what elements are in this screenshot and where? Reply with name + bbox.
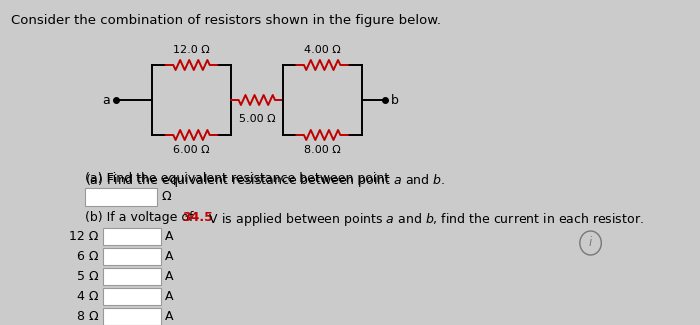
FancyBboxPatch shape xyxy=(85,188,157,206)
Text: 8 Ω: 8 Ω xyxy=(77,310,99,323)
Text: 8.00 Ω: 8.00 Ω xyxy=(304,145,340,155)
Text: V is applied between points $a$ and $b$, find the current in each resistor.: V is applied between points $a$ and $b$,… xyxy=(204,211,643,228)
Text: 34.5: 34.5 xyxy=(183,211,214,224)
Text: (a) Find the equivalent resistance between point: (a) Find the equivalent resistance betwe… xyxy=(85,172,393,185)
FancyBboxPatch shape xyxy=(103,248,161,265)
FancyBboxPatch shape xyxy=(103,288,161,305)
Text: 12.0 Ω: 12.0 Ω xyxy=(173,45,210,55)
Text: a: a xyxy=(102,94,110,107)
Text: A: A xyxy=(164,270,173,283)
FancyBboxPatch shape xyxy=(103,268,161,285)
Text: 6.00 Ω: 6.00 Ω xyxy=(173,145,210,155)
Text: 5.00 Ω: 5.00 Ω xyxy=(239,114,275,124)
Text: 4 Ω: 4 Ω xyxy=(77,290,99,303)
Text: A: A xyxy=(164,290,173,303)
Text: Ω: Ω xyxy=(161,190,171,203)
Text: (b) If a voltage of: (b) If a voltage of xyxy=(85,211,197,224)
Text: 5 Ω: 5 Ω xyxy=(77,270,99,283)
Text: 4.00 Ω: 4.00 Ω xyxy=(304,45,340,55)
FancyBboxPatch shape xyxy=(103,308,161,325)
Text: A: A xyxy=(164,230,173,243)
FancyBboxPatch shape xyxy=(103,228,161,245)
Text: A: A xyxy=(164,250,173,263)
Text: (a) Find the equivalent resistance between point $a$ and $b$.: (a) Find the equivalent resistance betwe… xyxy=(85,172,445,189)
Text: 12 Ω: 12 Ω xyxy=(69,230,99,243)
Text: b: b xyxy=(391,94,399,107)
Text: 6 Ω: 6 Ω xyxy=(77,250,99,263)
Text: Consider the combination of resistors shown in the figure below.: Consider the combination of resistors sh… xyxy=(10,14,441,27)
Text: i: i xyxy=(589,237,592,250)
Text: A: A xyxy=(164,310,173,323)
